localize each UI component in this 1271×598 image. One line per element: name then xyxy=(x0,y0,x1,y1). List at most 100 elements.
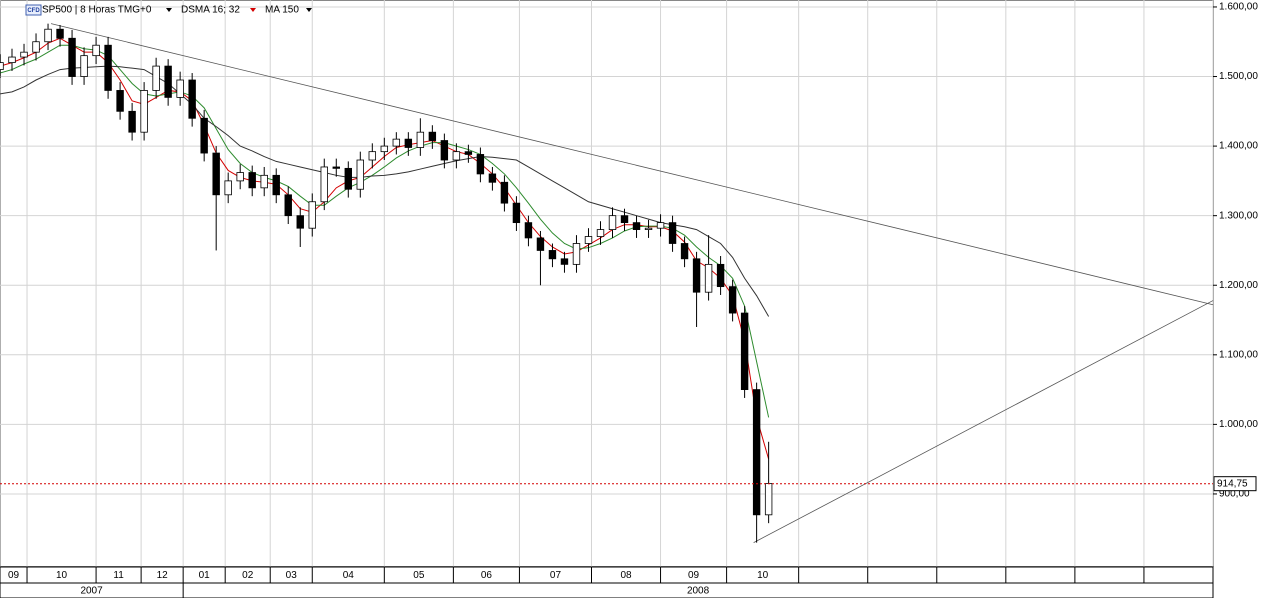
symbol-title[interactable]: SP500 | 8 Horas TMG+0 xyxy=(42,5,152,16)
dropdown-arrow[interactable] xyxy=(166,8,172,12)
header: CFD SP500 | 8 Horas TMG+0 DSMA 16; 32 MA… xyxy=(25,4,312,16)
y-tick-label: 1.000,00 xyxy=(1219,419,1258,430)
candle-body xyxy=(200,117,208,154)
candle-body xyxy=(764,483,773,516)
y-tick-label: 1.600,00 xyxy=(1219,2,1258,13)
candle-body xyxy=(416,131,425,148)
logo-box xyxy=(25,4,42,16)
candle-body xyxy=(236,172,244,182)
dropdown-arrow[interactable] xyxy=(306,8,312,12)
candle-body xyxy=(596,229,605,237)
month-label: 07 xyxy=(550,570,562,581)
candle-body xyxy=(464,151,473,155)
candle-body xyxy=(524,222,533,239)
y-tick-label: 1.500,00 xyxy=(1219,71,1258,82)
candle-body xyxy=(164,65,172,98)
y-tick-label: 1.200,00 xyxy=(1219,280,1258,291)
candle-body xyxy=(56,28,64,39)
month-label: 05 xyxy=(413,570,425,581)
candle-body xyxy=(512,202,521,224)
candle-body xyxy=(752,389,761,516)
month-label: 10 xyxy=(757,570,769,581)
candle-body xyxy=(740,312,749,390)
candle-body xyxy=(572,243,581,265)
candle-body xyxy=(476,154,485,175)
candle-body xyxy=(704,263,713,293)
dropdown-arrow[interactable] xyxy=(250,8,256,12)
candle-body xyxy=(488,173,497,183)
candle-body xyxy=(0,62,4,70)
candle-body xyxy=(188,79,196,119)
month-label: 10 xyxy=(56,570,68,581)
y-tick-label: 900,00 xyxy=(1219,489,1250,500)
candle-body xyxy=(344,167,352,190)
candle-body xyxy=(584,236,593,244)
candle-body xyxy=(368,151,377,161)
indicator-label[interactable]: MA 150 xyxy=(265,5,299,16)
candle-body xyxy=(440,140,449,161)
candle-body xyxy=(356,159,364,190)
candle-body xyxy=(380,145,389,153)
candle-body xyxy=(392,138,401,147)
candle-body xyxy=(404,138,413,148)
candle-body xyxy=(320,166,328,203)
plot xyxy=(0,23,1214,544)
month-label: 08 xyxy=(620,570,632,581)
candle-body xyxy=(212,152,220,196)
month-label: 06 xyxy=(481,570,493,581)
month-label: 11 xyxy=(113,570,124,581)
candle-body xyxy=(116,90,124,112)
candle-body xyxy=(20,51,28,58)
candle-body xyxy=(668,222,677,244)
month-label: 04 xyxy=(343,570,355,581)
month-label: 09 xyxy=(688,570,700,581)
candle-body xyxy=(728,286,737,314)
candle-body xyxy=(428,131,437,141)
y-tick-label: 1.300,00 xyxy=(1219,210,1258,221)
month-label: 03 xyxy=(286,570,298,581)
month-label: 12 xyxy=(157,570,169,581)
candle-body xyxy=(332,166,340,169)
trend-line xyxy=(50,23,1214,306)
candle-body xyxy=(260,174,268,189)
month-label: 02 xyxy=(242,570,254,581)
candle-body xyxy=(224,180,232,196)
candle-body xyxy=(452,151,461,161)
candle-body xyxy=(296,215,304,229)
candle-body xyxy=(620,215,629,224)
trend-line xyxy=(753,300,1214,544)
candle-body xyxy=(80,55,88,77)
candle-body xyxy=(92,44,100,57)
candle-body xyxy=(644,227,653,230)
y-tick-label: 1.100,00 xyxy=(1219,349,1258,360)
candle-body xyxy=(536,237,545,251)
moving-average-line xyxy=(0,44,770,418)
candle-body xyxy=(8,56,16,64)
logo: CFD xyxy=(27,8,40,14)
month-label: 09 xyxy=(8,570,20,581)
grid xyxy=(0,0,1214,567)
plot-frame xyxy=(0,0,1214,567)
candle-body xyxy=(560,258,569,265)
candle-body xyxy=(692,258,701,293)
candle-body xyxy=(716,263,725,288)
year-label: 2008 xyxy=(687,586,710,597)
candle-body xyxy=(68,37,76,77)
candle-body xyxy=(500,181,509,204)
candle-body xyxy=(248,172,256,189)
month-label: 01 xyxy=(199,570,211,581)
candle-body xyxy=(152,65,160,91)
candle-body xyxy=(632,222,641,230)
year-label: 2007 xyxy=(80,586,103,597)
candle-body xyxy=(44,28,52,43)
candle-body xyxy=(284,194,292,217)
indicator-label[interactable]: DSMA 16; 32 xyxy=(181,5,240,16)
moving-average-line xyxy=(0,65,770,317)
last-price-box xyxy=(1213,476,1257,492)
candle-body xyxy=(176,79,184,98)
y-tick-label: 1.400,00 xyxy=(1219,141,1258,152)
candle-body xyxy=(608,215,617,230)
